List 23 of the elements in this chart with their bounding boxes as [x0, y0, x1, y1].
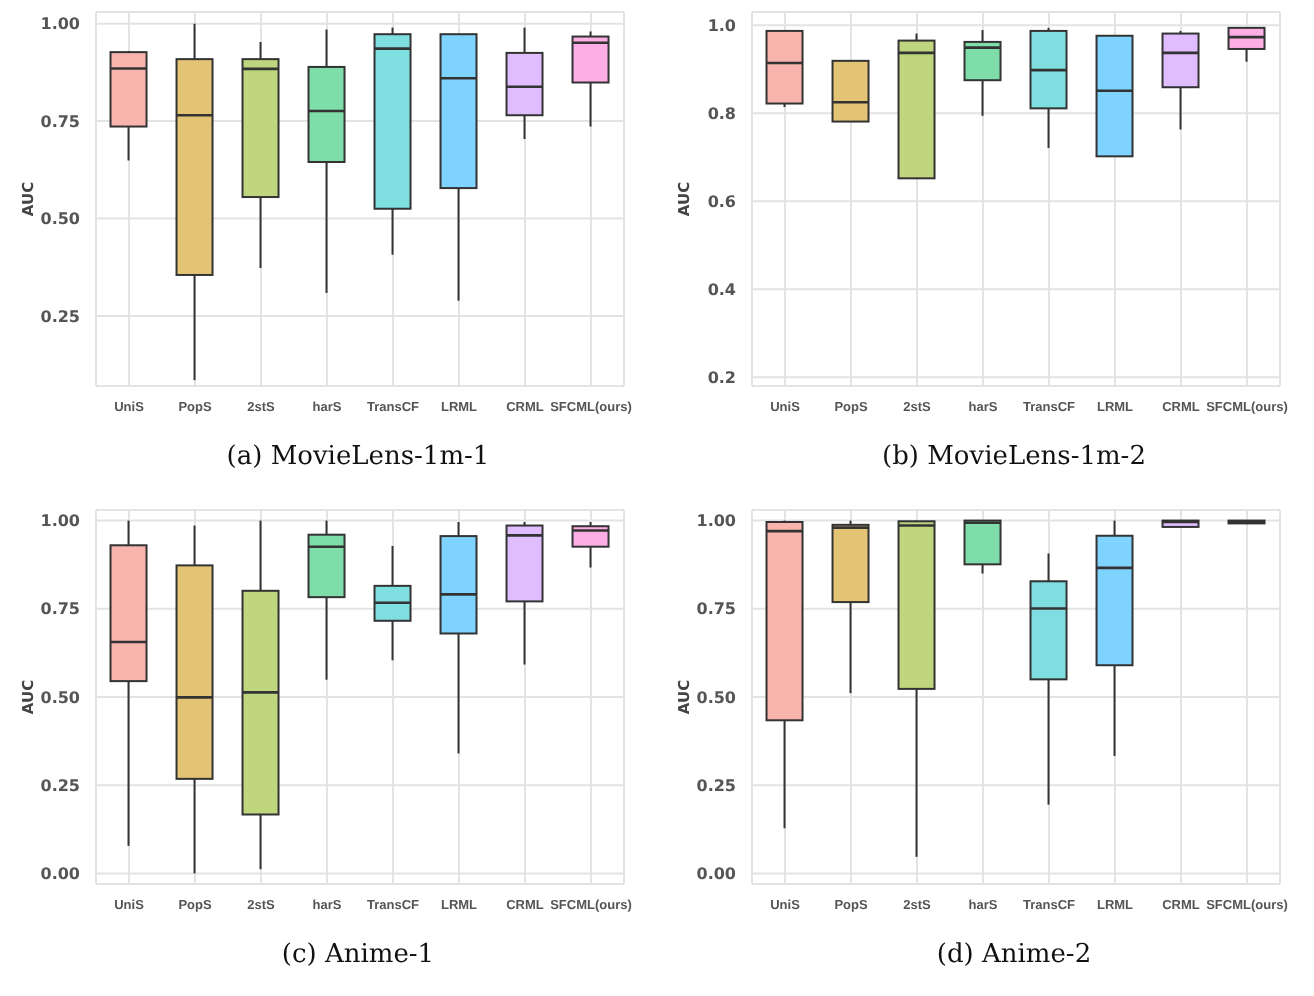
y-tick-label: 0.2 — [707, 368, 736, 387]
y-tick-label: 0.50 — [40, 688, 81, 707]
y-tick-label: 1.00 — [40, 512, 81, 531]
text: (a) MovieLens-1m-1 — [226, 442, 490, 472]
y-tick-label: 0.75 — [696, 600, 737, 619]
y-tick-label: 0.00 — [696, 865, 737, 884]
y-tick-label: 1.00 — [40, 15, 81, 34]
y-tick-label: 0.25 — [40, 776, 81, 795]
y-tick-label: 1.0 — [707, 16, 737, 35]
y-tick-label: 0.8 — [707, 104, 737, 123]
y-tick-label: 0.4 — [707, 280, 737, 299]
y-tick-label: 0.25 — [40, 307, 81, 326]
y-tick-label: 0.75 — [40, 112, 81, 131]
y-tick-label: 0.75 — [40, 600, 81, 619]
y-tick-label: 0.50 — [40, 210, 81, 229]
text: (d) Anime-2 — [936, 940, 1092, 970]
y-tick-label: 0.6 — [707, 192, 737, 211]
text: (c) Anime-1 — [281, 940, 435, 970]
y-tick-label: 1.00 — [696, 512, 737, 531]
y-tick-label: 0.25 — [696, 776, 737, 795]
y-tick-label: 0.00 — [40, 865, 81, 884]
y-tick-label: 0.50 — [696, 688, 737, 707]
text: (b) MovieLens-1m-2 — [882, 442, 1146, 472]
